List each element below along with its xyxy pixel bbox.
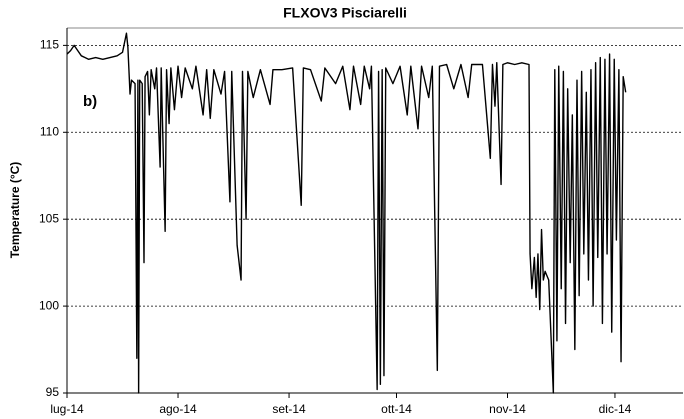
y-axis-label: Temperature (°C) bbox=[8, 162, 22, 259]
annotation: b) bbox=[83, 93, 97, 110]
data-line bbox=[66, 32, 627, 394]
y-tick-label: 110 bbox=[40, 124, 59, 138]
y-tick-label: 115 bbox=[40, 38, 59, 52]
x-tick-label: ott-14 bbox=[381, 402, 412, 416]
y-tick-label: 100 bbox=[39, 298, 59, 312]
y-tick-label: 105 bbox=[39, 211, 59, 225]
chart-title: FLXOV3 Pisciarelli bbox=[283, 5, 407, 21]
x-tick-label: nov-14 bbox=[489, 402, 526, 416]
x-tick-label: dic-14 bbox=[599, 402, 632, 416]
y-tick-label: 95 bbox=[46, 385, 60, 399]
x-tick-label: lug-14 bbox=[50, 402, 84, 416]
x-tick-label: ago-14 bbox=[159, 402, 197, 416]
x-tick-label: set-14 bbox=[272, 402, 306, 416]
